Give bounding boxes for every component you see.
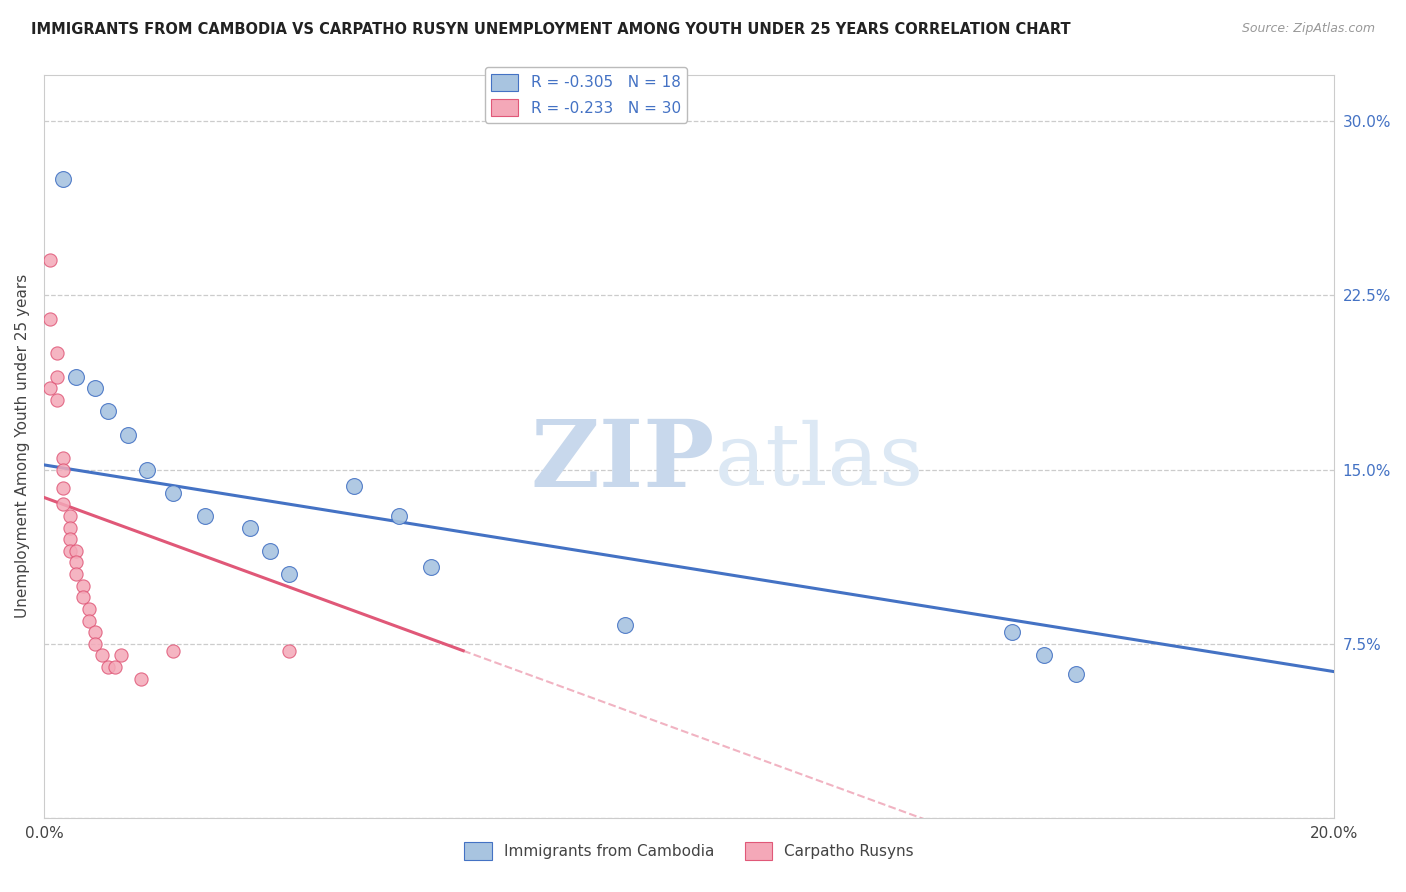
Point <box>278 567 301 582</box>
Point <box>52 497 75 511</box>
Point <box>162 644 184 658</box>
Point <box>162 485 184 500</box>
Point <box>84 625 107 640</box>
Point <box>52 481 75 495</box>
Point <box>52 450 75 465</box>
Point <box>59 533 82 547</box>
Text: IMMIGRANTS FROM CAMBODIA VS CARPATHO RUSYN UNEMPLOYMENT AMONG YOUTH UNDER 25 YEA: IMMIGRANTS FROM CAMBODIA VS CARPATHO RUS… <box>31 22 1070 37</box>
Point <box>39 311 62 326</box>
Legend: R = -0.305   N = 18, R = -0.233   N = 30: R = -0.305 N = 18, R = -0.233 N = 30 <box>485 68 688 122</box>
Text: ZIP: ZIP <box>530 417 714 506</box>
Point <box>59 508 82 523</box>
Point <box>194 508 217 523</box>
Y-axis label: Unemployment Among Youth under 25 years: Unemployment Among Youth under 25 years <box>15 274 30 618</box>
Point <box>97 404 120 418</box>
Point <box>1064 667 1087 681</box>
Point <box>342 479 364 493</box>
Point <box>65 544 87 558</box>
Point <box>1000 625 1022 640</box>
Point <box>45 392 67 407</box>
Point <box>388 508 411 523</box>
Point <box>239 520 262 534</box>
Point <box>45 369 67 384</box>
Point <box>52 462 75 476</box>
Point <box>259 544 281 558</box>
Point <box>613 618 636 632</box>
Point <box>45 346 67 360</box>
Point <box>72 579 94 593</box>
Point <box>52 172 75 186</box>
Point <box>59 520 82 534</box>
Point <box>278 644 301 658</box>
Point <box>91 648 114 663</box>
Point <box>65 567 87 582</box>
Text: atlas: atlas <box>714 419 924 503</box>
Point <box>129 672 152 686</box>
Point <box>39 253 62 268</box>
Point <box>65 369 87 384</box>
Point <box>420 560 443 574</box>
Text: Source: ZipAtlas.com: Source: ZipAtlas.com <box>1241 22 1375 36</box>
Point <box>59 544 82 558</box>
Point <box>97 660 120 674</box>
Point <box>110 648 132 663</box>
Point <box>65 556 87 570</box>
Point <box>117 427 139 442</box>
Point <box>136 462 159 476</box>
Point <box>77 602 100 616</box>
Point <box>84 381 107 395</box>
Point <box>1032 648 1054 663</box>
Point <box>39 381 62 395</box>
Point <box>72 591 94 605</box>
Point <box>104 660 127 674</box>
Point <box>84 637 107 651</box>
Point <box>77 614 100 628</box>
